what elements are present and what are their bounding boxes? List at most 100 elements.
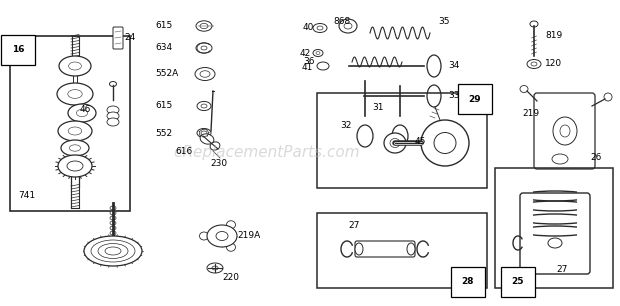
Bar: [10, 36, 130, 211]
Text: 41: 41: [302, 64, 313, 73]
Text: 29: 29: [469, 95, 481, 103]
Ellipse shape: [207, 263, 223, 273]
Ellipse shape: [226, 243, 236, 251]
Ellipse shape: [520, 85, 528, 92]
Ellipse shape: [200, 71, 210, 77]
Text: 27: 27: [348, 222, 360, 230]
Text: 819: 819: [545, 32, 562, 40]
Text: 28: 28: [462, 278, 474, 286]
Ellipse shape: [548, 238, 562, 248]
Ellipse shape: [196, 43, 212, 53]
Ellipse shape: [107, 118, 119, 126]
Text: 35: 35: [438, 17, 450, 25]
Ellipse shape: [58, 121, 92, 141]
Ellipse shape: [530, 21, 538, 27]
Text: 615: 615: [155, 102, 172, 110]
Ellipse shape: [195, 68, 215, 80]
Ellipse shape: [68, 104, 96, 122]
Ellipse shape: [197, 102, 211, 110]
Ellipse shape: [110, 216, 116, 220]
Ellipse shape: [313, 50, 323, 57]
Ellipse shape: [210, 142, 220, 150]
Ellipse shape: [421, 120, 469, 166]
Ellipse shape: [216, 232, 228, 241]
Ellipse shape: [57, 83, 93, 105]
Text: 868: 868: [333, 17, 350, 25]
Ellipse shape: [355, 243, 363, 255]
Ellipse shape: [200, 134, 214, 144]
Ellipse shape: [67, 161, 83, 171]
Ellipse shape: [553, 117, 577, 145]
Ellipse shape: [390, 139, 400, 147]
Text: 31: 31: [372, 103, 384, 113]
Text: 634: 634: [155, 43, 172, 53]
Ellipse shape: [392, 125, 408, 147]
Text: 33: 33: [448, 91, 459, 100]
Ellipse shape: [59, 56, 91, 76]
Ellipse shape: [604, 93, 612, 101]
Text: 32: 32: [340, 121, 352, 130]
FancyBboxPatch shape: [520, 193, 590, 274]
Ellipse shape: [107, 106, 119, 114]
Ellipse shape: [226, 221, 236, 229]
Ellipse shape: [527, 59, 541, 69]
Ellipse shape: [207, 225, 237, 247]
Ellipse shape: [317, 26, 323, 30]
Ellipse shape: [84, 236, 142, 266]
Ellipse shape: [339, 19, 357, 33]
Text: 26: 26: [590, 154, 601, 162]
Ellipse shape: [107, 112, 119, 120]
Ellipse shape: [196, 21, 212, 31]
Text: 552A: 552A: [155, 69, 179, 79]
Ellipse shape: [110, 231, 116, 235]
Text: 120: 120: [545, 59, 562, 69]
Text: 45: 45: [415, 136, 427, 145]
Bar: [317, 93, 487, 188]
Ellipse shape: [200, 232, 208, 240]
Ellipse shape: [110, 211, 116, 215]
Ellipse shape: [560, 125, 570, 137]
Ellipse shape: [110, 81, 117, 87]
FancyBboxPatch shape: [534, 93, 595, 169]
Text: 219: 219: [522, 110, 539, 118]
Ellipse shape: [316, 51, 320, 54]
Text: 615: 615: [155, 21, 172, 31]
Text: 24: 24: [124, 33, 135, 43]
Text: 42: 42: [300, 48, 311, 58]
Ellipse shape: [531, 62, 537, 66]
Text: 616: 616: [175, 147, 192, 155]
Ellipse shape: [407, 243, 415, 255]
Ellipse shape: [110, 221, 116, 225]
Ellipse shape: [434, 132, 456, 154]
Bar: [317, 213, 487, 288]
Text: 219A: 219A: [237, 232, 260, 241]
Ellipse shape: [317, 62, 329, 70]
Ellipse shape: [98, 244, 128, 259]
Ellipse shape: [110, 226, 116, 230]
Ellipse shape: [91, 240, 135, 262]
Ellipse shape: [105, 247, 121, 255]
Text: 552: 552: [155, 129, 172, 137]
Text: 16: 16: [12, 46, 24, 54]
Text: 230: 230: [210, 159, 227, 167]
FancyBboxPatch shape: [113, 27, 123, 49]
Text: 34: 34: [448, 62, 459, 70]
Text: 46: 46: [80, 106, 91, 114]
Ellipse shape: [344, 23, 352, 29]
Ellipse shape: [61, 140, 89, 156]
Text: 40: 40: [303, 24, 314, 32]
Text: 36: 36: [303, 58, 314, 66]
Ellipse shape: [201, 131, 207, 135]
Ellipse shape: [212, 266, 218, 270]
Ellipse shape: [201, 46, 207, 50]
Ellipse shape: [384, 133, 406, 153]
Text: 741: 741: [18, 192, 35, 200]
Text: eReplacementParts.com: eReplacementParts.com: [173, 145, 360, 161]
Text: 220: 220: [222, 274, 239, 282]
Ellipse shape: [110, 206, 116, 210]
Ellipse shape: [201, 104, 207, 108]
Ellipse shape: [313, 24, 327, 32]
Ellipse shape: [197, 129, 211, 138]
Bar: [495, 168, 613, 288]
Ellipse shape: [200, 23, 208, 28]
